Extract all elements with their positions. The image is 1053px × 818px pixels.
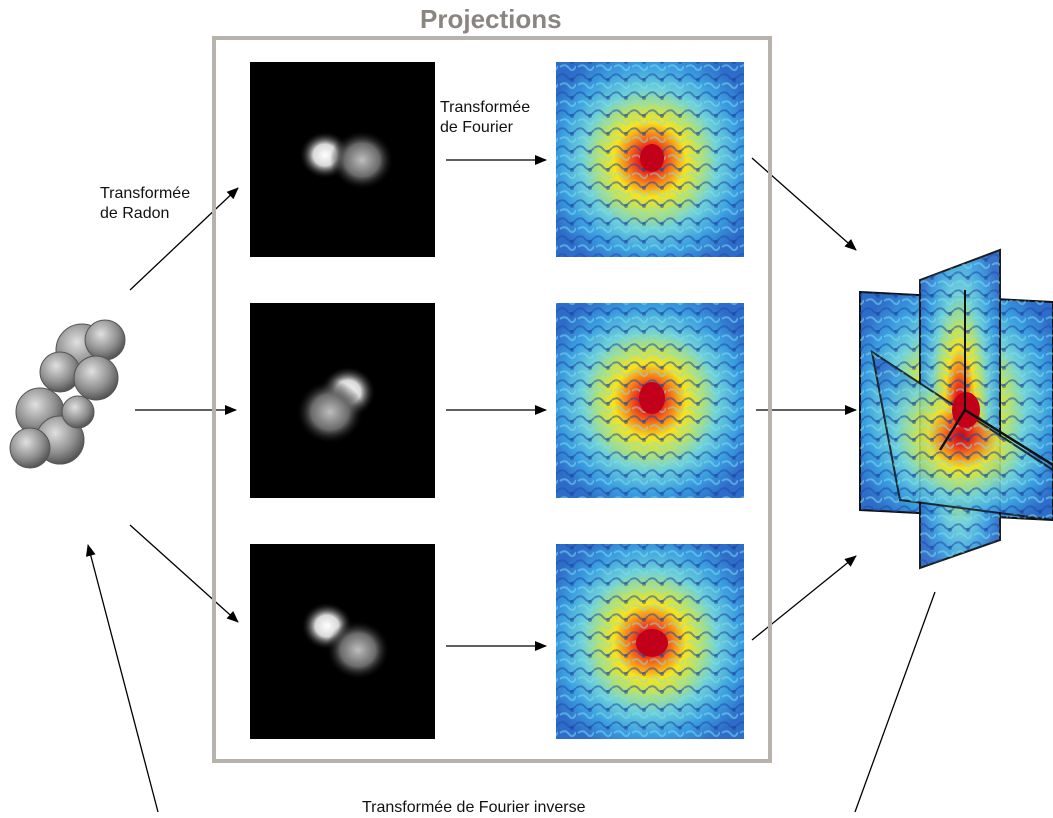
projection-image-3	[250, 544, 435, 739]
fourier-transform-label: Transformée de Fourier	[440, 98, 530, 138]
fourier-label-line1: Transformée	[440, 99, 531, 116]
projection-image-2	[250, 303, 435, 498]
fourier-label-line2: de Fourier	[440, 119, 513, 136]
radon-label-line1: Transformée	[100, 185, 191, 202]
projection-image-1	[250, 62, 435, 257]
inverse-fourier-label: Transformée de Fourier inverse	[362, 799, 586, 816]
fourier-spectrum-image-3	[556, 544, 744, 739]
fourier-spectrum-image-1	[556, 62, 744, 257]
fourier-spectrum-image-2	[556, 303, 744, 498]
diagram-title: Projections	[420, 4, 562, 34]
fourier-volume-slices	[859, 248, 1053, 570]
radon-label-line2: de Radon	[100, 205, 170, 222]
protein-surface-icon	[9, 319, 126, 469]
projections-frame	[212, 36, 772, 763]
arrow-inverse-left	[85, 544, 159, 813]
arrow-radon-3	[129, 524, 239, 623]
arrow-radon-1	[129, 187, 239, 291]
radon-transform-label: Transformée de Radon	[100, 184, 190, 224]
line-inverse-right	[854, 591, 936, 813]
